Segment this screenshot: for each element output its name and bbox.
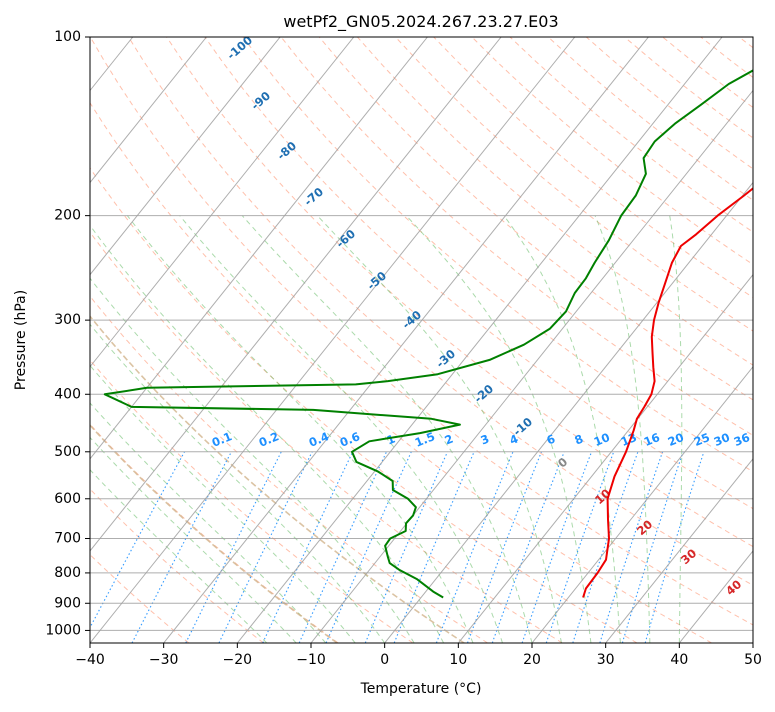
y-tick-label: 700 <box>54 531 81 547</box>
x-tick-label: −30 <box>149 652 179 668</box>
x-axis-label: Temperature (°C) <box>360 681 482 697</box>
x-tick-label: −10 <box>296 652 326 668</box>
y-tick-label: 400 <box>54 386 81 402</box>
y-tick-label: 300 <box>54 312 81 328</box>
x-tick-label: 30 <box>597 652 615 668</box>
y-tick-label: 600 <box>54 491 81 507</box>
x-tick-label: 0 <box>380 652 389 668</box>
y-tick-label: 1000 <box>45 622 81 638</box>
x-tick-label: −40 <box>75 652 105 668</box>
y-tick-label: 100 <box>54 29 81 45</box>
x-tick-label: 10 <box>449 652 467 668</box>
y-axis-label: Pressure (hPa) <box>13 290 29 390</box>
y-tick-label: 800 <box>54 565 81 581</box>
y-tick-label: 900 <box>54 595 81 611</box>
y-tick-label: 200 <box>54 208 81 224</box>
x-tick-label: 50 <box>744 652 762 668</box>
x-tick-label: 20 <box>523 652 541 668</box>
x-tick-label: −20 <box>223 652 253 668</box>
x-tick-label: 40 <box>670 652 688 668</box>
chart-title: wetPf2_GN05.2024.267.23.27.E03 <box>283 12 558 32</box>
y-tick-label: 500 <box>54 444 81 460</box>
